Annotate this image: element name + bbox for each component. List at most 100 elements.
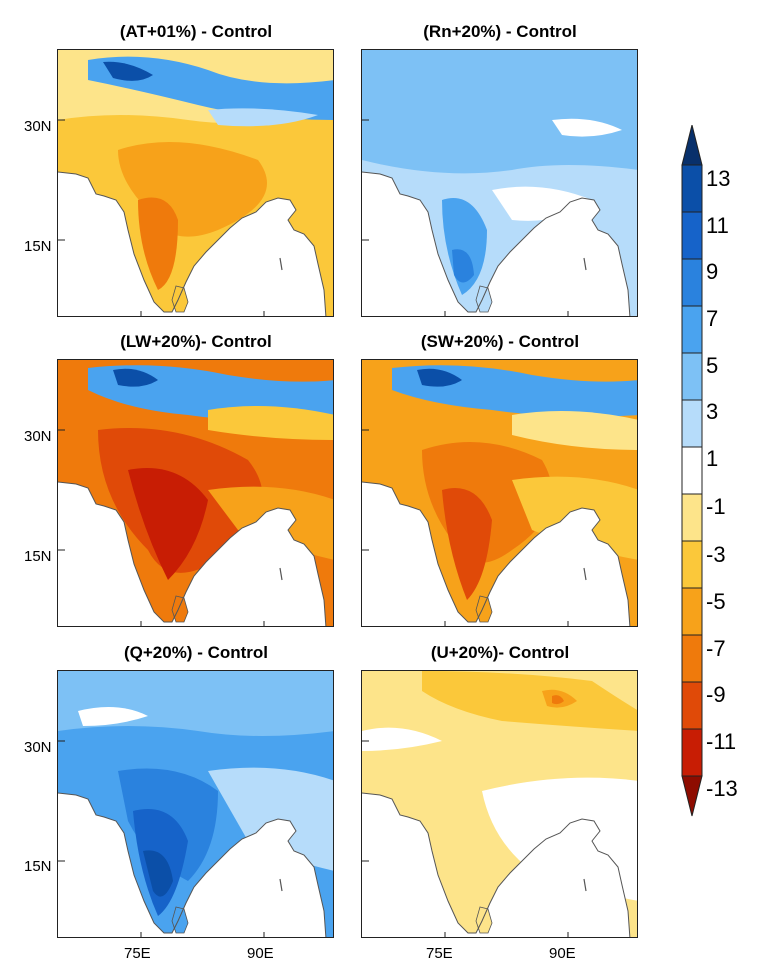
lon-label-90e-col1: 90E [247,945,274,962]
map-graphic-1 [58,50,333,316]
anomaly-region [512,476,637,560]
map-panel-1 [57,49,334,317]
colorbar-segment [681,399,703,448]
sri-lanka [475,595,493,623]
colorbar-label-neg5: -5 [706,589,726,614]
map-graphic-3 [58,360,333,626]
colorbar-segment [681,305,703,354]
andaman-islands [279,257,283,271]
coastline [362,171,631,316]
colorbar-label-neg13: -13 [706,776,738,801]
colorbar [681,125,703,817]
land-fill [58,50,333,316]
colorbar-label-neg3: -3 [706,542,726,567]
anomaly-region [552,118,622,137]
anomaly-region [552,695,564,705]
panel-title-4: (SW+20%) - Control [420,332,580,351]
colorbar-label-neg1: -1 [706,494,726,519]
anomaly-region [442,198,487,295]
colorbar-segment [681,164,703,213]
anomaly-region [512,411,637,450]
anomaly-region [58,671,333,736]
lat-label-15n-row3: 15N [24,858,52,875]
colorbar-label-9: 9 [706,259,719,284]
anomaly-region [442,488,492,600]
lon-label-75e-col1: 75E [124,945,151,962]
anomaly-region [208,767,333,871]
panel-title-2: (Rn+20%) - Control [423,22,577,41]
lon-label-90e-col2: 90E [549,945,576,962]
colorbar-segment [681,540,703,589]
anomaly-region [422,671,637,731]
land-fill [362,360,637,626]
colorbar-segment [681,493,703,542]
sri-lanka [171,906,189,934]
sri-lanka [171,595,189,623]
land-fill [58,671,333,937]
panel-title-3: (LW+20%)- Control [120,332,272,351]
coastline [58,792,327,937]
andaman-islands [279,567,283,581]
map-panel-6 [361,670,638,938]
andaman-islands [279,878,283,892]
colorbar-label-11: 11 [706,213,729,238]
map-graphic-5 [58,671,333,937]
colorbar-segment [681,587,703,636]
colorbar-segment [681,681,703,730]
andaman-islands [583,878,587,892]
lat-label-30n-row3: 30N [24,739,52,756]
colorbar-segment [681,634,703,683]
anomaly-region [417,368,462,387]
land-fill [362,671,637,937]
anomaly-region [362,50,637,174]
anomaly-region [113,368,158,387]
sri-lanka [475,285,493,313]
coastline [362,792,631,937]
anomaly-region [362,727,442,751]
panel-title-6: (U+20%)- Control [430,643,570,662]
map-panel-2 [361,49,638,317]
coastline [362,481,631,626]
colorbar-label-1: 1 [706,446,719,471]
coastline [58,171,327,316]
panel-title-5: (Q+20%) - Control [123,643,269,662]
map-panel-3 [57,359,334,627]
map-graphic-4 [362,360,637,626]
andaman-islands [583,567,587,581]
colorbar-segment [681,446,703,495]
anomaly-region [128,468,208,580]
lat-label-30n-row2: 30N [24,428,52,445]
lon-label-75e-col2: 75E [426,945,453,962]
anomaly-region [208,406,333,440]
anomaly-region [482,777,637,901]
anomaly-region [88,56,333,120]
colorbar-label-5: 5 [706,353,719,378]
colorbar-segment [681,211,703,260]
anomaly-region [208,108,318,127]
lat-label-15n-row1: 15N [24,238,52,255]
map-graphic-2 [362,50,637,316]
colorbar-triangle-bottom [681,775,703,817]
colorbar-label-neg11: -11 [706,729,737,754]
map-panel-4 [361,359,638,627]
colorbar-triangle-top [681,125,703,166]
anomaly-region [78,707,148,726]
panel-title-1: (AT+01%) - Control [119,22,273,41]
map-panel-5 [57,670,334,938]
anomaly-region [103,61,153,81]
sri-lanka [171,285,189,313]
colorbar-segment [681,352,703,401]
lat-label-15n-row2: 15N [24,548,52,565]
anomaly-region [138,197,178,290]
land-fill [362,50,637,316]
anomaly-region [452,249,474,283]
sri-lanka [475,906,493,934]
colorbar-label-neg9: -9 [706,682,726,707]
coastline [58,481,327,626]
anomaly-region [143,850,173,897]
land-fill [58,360,333,626]
map-graphic-6 [362,671,637,937]
colorbar-label-neg7: -7 [706,636,726,661]
colorbar-label-3: 3 [706,399,719,424]
colorbar-segment [681,728,703,777]
